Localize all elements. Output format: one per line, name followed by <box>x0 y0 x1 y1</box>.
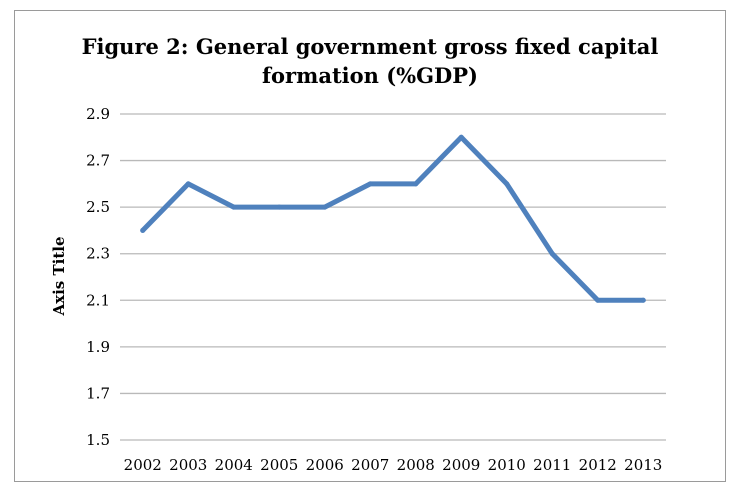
x-tick-label: 2010 <box>488 456 526 474</box>
y-tick-labels: 1.5 1.7 1.9 2.1 2.3 2.5 2.7 2.9 <box>86 105 110 449</box>
x-tick-label: 2004 <box>215 456 253 474</box>
x-tick-label: 2012 <box>579 456 617 474</box>
data-point <box>367 181 373 187</box>
y-tick-label: 2.7 <box>86 152 110 170</box>
data-point <box>549 251 555 257</box>
x-tick-label: 2007 <box>351 456 389 474</box>
x-tick-labels: 2002 2003 2004 2005 2006 2007 2008 2009 2010 2011… <box>124 456 663 474</box>
y-axis-title: Axis Title <box>50 237 68 317</box>
x-tick-label: 2009 <box>442 456 480 474</box>
x-tick-label: 2005 <box>260 456 298 474</box>
y-tick-label: 2.1 <box>86 291 110 309</box>
x-tick-label: 2008 <box>397 456 435 474</box>
data-point <box>413 181 419 187</box>
gridlines <box>120 113 666 441</box>
series-line <box>140 134 646 303</box>
y-tick-label: 1.5 <box>86 431 110 449</box>
chart-title: Figure 2: General government gross fixed… <box>81 34 659 88</box>
series-layer <box>140 134 646 303</box>
data-point <box>640 297 646 303</box>
x-tick-label: 2011 <box>533 456 571 474</box>
y-tick-label: 2.5 <box>86 198 110 216</box>
data-point <box>140 227 146 233</box>
data-point <box>504 181 510 187</box>
chart-frame <box>14 10 726 482</box>
data-point <box>458 134 464 140</box>
y-tick-label: 1.7 <box>86 384 110 402</box>
data-point <box>595 297 601 303</box>
x-tick-label: 2002 <box>124 456 162 474</box>
x-tick-label: 2006 <box>306 456 344 474</box>
data-point <box>322 204 328 210</box>
y-tick-label: 2.3 <box>86 245 110 263</box>
x-tick-label: 2003 <box>169 456 207 474</box>
data-point <box>276 204 282 210</box>
y-tick-label: 1.9 <box>86 338 110 356</box>
y-tick-label: 2.9 <box>86 105 110 123</box>
x-tick-label: 2013 <box>624 456 662 474</box>
data-point <box>231 204 237 210</box>
data-point <box>185 181 191 187</box>
